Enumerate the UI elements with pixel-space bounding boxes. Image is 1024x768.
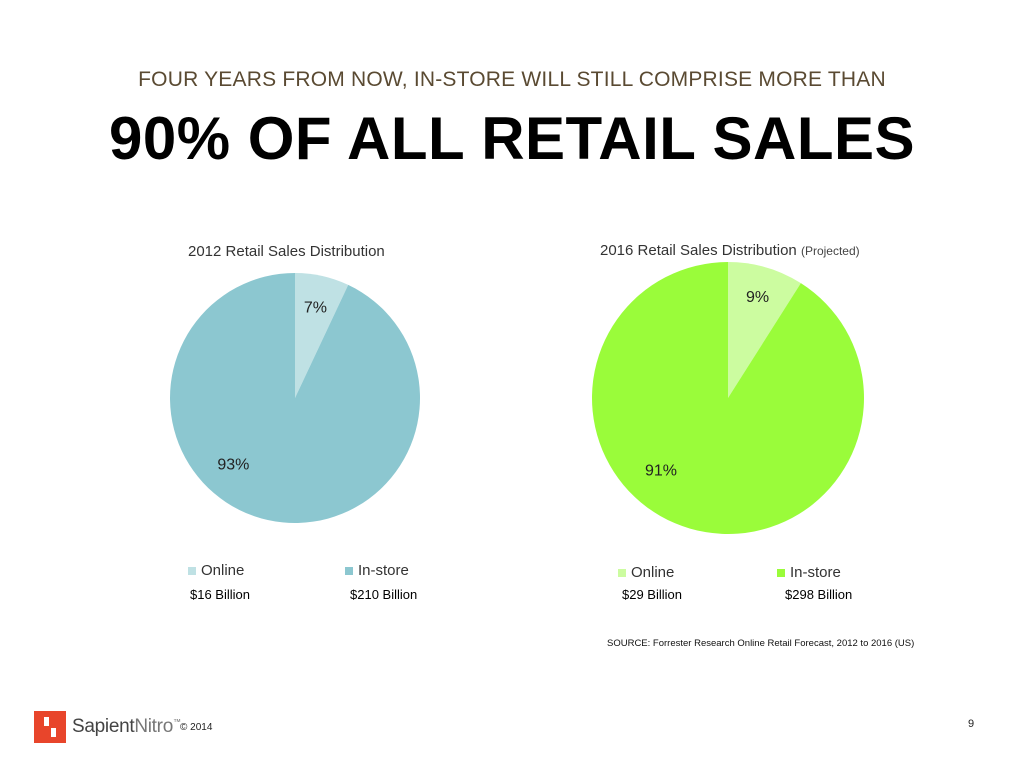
chart-title-2012: 2012 Retail Sales Distribution bbox=[188, 243, 385, 260]
sapientnitro-logo: SapientNitro™ bbox=[34, 711, 181, 743]
logo-mark-icon bbox=[34, 711, 66, 743]
slide-subtitle: FOUR YEARS FROM NOW, IN-STORE WILL STILL… bbox=[138, 68, 886, 91]
logo-wordmark: SapientNitro™ bbox=[72, 716, 181, 738]
legend-swatch bbox=[618, 568, 626, 577]
pie-label-in-store: 93% bbox=[217, 457, 249, 474]
legend-label: In-store bbox=[790, 564, 841, 581]
legend-swatch bbox=[345, 566, 353, 575]
amount-instore-2016: $298 Billion bbox=[785, 587, 853, 602]
legend-label: Online bbox=[631, 564, 675, 581]
legend-instore-2012: In-store bbox=[345, 562, 409, 579]
chart-title-note: (Projected) bbox=[800, 244, 860, 258]
pie-label-in-store: 91% bbox=[645, 462, 677, 479]
pie-chart-2016: 9% 91% bbox=[592, 262, 864, 534]
source-note: SOURCE: Forrester Research Online Retail… bbox=[607, 638, 915, 649]
logo-tm: ™ bbox=[172, 717, 181, 727]
copyright: © 2014 bbox=[180, 722, 213, 733]
legend-online-2016: Online bbox=[618, 564, 674, 581]
amount-online-2012: $16 Billion bbox=[190, 587, 250, 602]
page-number: 9 bbox=[968, 718, 975, 730]
pie-slice-in-store bbox=[170, 273, 420, 523]
pie-slice-online bbox=[295, 273, 349, 398]
chart-title-text: 2012 Retail Sales Distribution bbox=[188, 243, 385, 260]
legend-swatch bbox=[777, 568, 785, 577]
legend-label: In-store bbox=[358, 562, 409, 579]
legend-online-2012: Online bbox=[188, 562, 244, 579]
logo-part2: Nitro bbox=[134, 716, 173, 737]
pie-slice-in-store bbox=[592, 262, 864, 534]
legend-swatch bbox=[188, 566, 196, 575]
pie-slice-online bbox=[728, 262, 801, 398]
amount-online-2016: $29 Billion bbox=[622, 587, 682, 602]
pie-chart-2012: 7% 93% bbox=[170, 273, 420, 523]
legend-instore-2016: In-store bbox=[777, 564, 841, 581]
chart-title-2016: 2016 Retail Sales Distribution (Projecte… bbox=[600, 242, 860, 259]
slide-headline: 90% OF ALL RETAIL SALES bbox=[108, 105, 916, 172]
pie-label-online: 7% bbox=[304, 300, 327, 317]
chart-title-text: 2016 Retail Sales Distribution bbox=[600, 242, 797, 259]
pie-label-online: 9% bbox=[746, 289, 769, 306]
amount-instore-2012: $210 Billion bbox=[350, 587, 418, 602]
legend-label: Online bbox=[201, 562, 245, 579]
logo-part1: Sapient bbox=[72, 716, 135, 737]
